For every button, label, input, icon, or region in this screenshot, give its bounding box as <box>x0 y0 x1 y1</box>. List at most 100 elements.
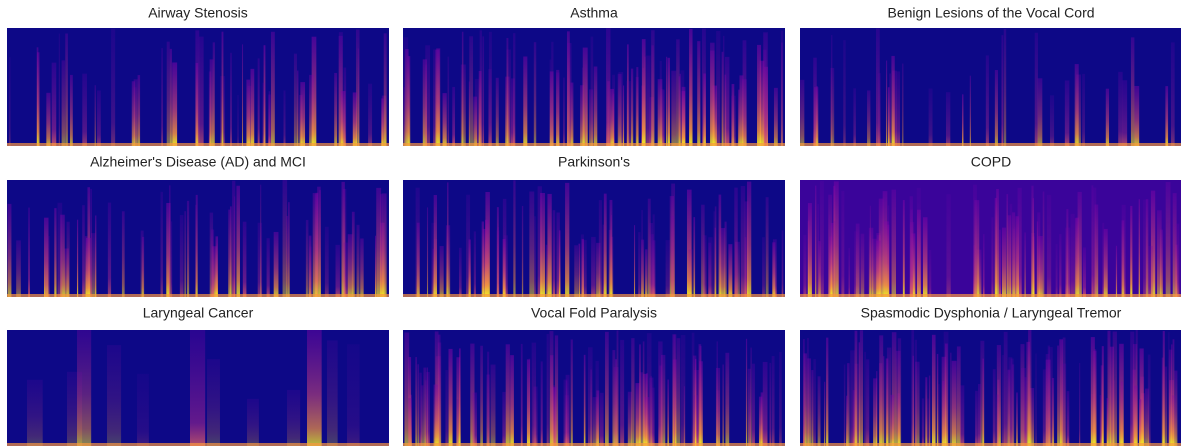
spectrogram-base <box>800 294 1181 297</box>
spectrogram-stripe <box>506 49 511 146</box>
spectrogram-stripe <box>1082 73 1085 146</box>
spectrogram-stripe <box>419 372 422 446</box>
spectrogram-stripe <box>658 341 663 446</box>
spectrogram-stripe <box>503 235 508 297</box>
spectrogram-stripe <box>592 397 598 446</box>
spectrogram-stripe <box>589 89 594 146</box>
spectrogram-stripe <box>1147 354 1151 446</box>
spectrogram-stripe <box>107 202 112 297</box>
spectrogram-stripe <box>769 362 772 446</box>
spectrogram-stripe <box>991 217 994 297</box>
spectrogram-stripe <box>642 341 645 446</box>
spectrogram-stripe <box>746 181 752 297</box>
spectrogram-stripe <box>376 187 382 297</box>
spectrogram-stripe <box>891 55 895 146</box>
spectrogram-stripe <box>833 181 839 297</box>
spectrogram-stripe <box>850 350 856 446</box>
spectrogram-stripe <box>946 194 951 297</box>
spectrogram-stripe <box>641 239 645 297</box>
spectrogram-stripe <box>647 198 651 297</box>
spectrogram-stripe <box>721 51 724 147</box>
spectrogram-base <box>7 143 389 146</box>
panel-title: Benign Lesions of the Vocal Cord <box>887 5 1094 21</box>
spectrogram-stripe <box>985 55 989 146</box>
spectrogram-stripe <box>829 236 833 297</box>
spectrogram-stripe <box>771 356 775 446</box>
spectrogram-stripe <box>242 221 247 297</box>
spectrogram-stripe <box>641 39 646 146</box>
spectrogram-stripe <box>902 200 905 297</box>
spectrogram-stripe <box>596 242 601 297</box>
spectrogram-stripe <box>612 350 616 446</box>
spectrogram-stripe <box>1091 185 1094 297</box>
panel-title: Asthma <box>570 5 618 21</box>
spectrogram-stripe <box>803 234 807 297</box>
spectrogram-stripe <box>824 381 826 446</box>
spectrogram-stripe <box>91 233 96 297</box>
spectrogram-stripe <box>772 242 776 297</box>
spectrogram-stripe <box>580 85 584 146</box>
spectrogram-stripe <box>228 209 231 297</box>
spectrogram-stripe <box>567 42 572 146</box>
spectrogram-stripe <box>85 237 91 297</box>
spectrogram-stripe <box>283 90 286 146</box>
spectrogram-stripe <box>703 73 706 146</box>
panel-title: Spasmodic Dysphonia / Laryngeal Tremor <box>861 305 1122 321</box>
spectrogram-stripe <box>7 203 12 297</box>
spectrogram-stripe <box>983 234 985 297</box>
spectrogram-stripe <box>570 339 573 446</box>
spectrogram-stripe <box>720 228 726 297</box>
spectrogram-stripe <box>1165 182 1171 297</box>
spectrogram-stripe <box>734 187 738 297</box>
spectrogram-stripe <box>347 344 360 446</box>
spectrogram-stripe <box>1074 218 1079 297</box>
spectrogram-stripe <box>896 71 901 146</box>
spectrogram-stripe <box>84 236 88 297</box>
spectrogram-stripe <box>996 394 999 446</box>
spectrogram-stripe <box>563 77 565 146</box>
spectrogram-stripe <box>620 339 625 446</box>
spectrogram-stripe <box>468 81 470 146</box>
spectrogram-stripe <box>232 180 236 297</box>
spectrogram-stripe <box>854 330 858 446</box>
spectrogram-stripe <box>9 57 11 147</box>
spectrogram <box>800 330 1181 446</box>
spectrogram-stripe <box>826 337 829 446</box>
spectrogram-stripe <box>671 70 677 146</box>
spectrogram-stripe <box>811 370 814 446</box>
spectrogram-stripe <box>404 332 410 446</box>
spectrogram-stripe <box>210 229 215 297</box>
spectrogram-stripe <box>166 202 171 297</box>
spectrogram-stripe <box>891 189 896 297</box>
panel-title: Laryngeal Cancer <box>143 305 254 321</box>
spectrogram-stripe <box>1120 381 1123 446</box>
spectrogram-stripe <box>878 73 881 146</box>
spectrogram-stripe <box>680 335 686 446</box>
spectrogram-stripe <box>1008 357 1013 446</box>
spectrogram-stripe <box>433 195 437 297</box>
spectrogram-stripe <box>334 72 338 146</box>
spectrogram-stripe <box>676 39 680 146</box>
spectrogram-stripe <box>1059 339 1064 446</box>
spectrogram-stripe <box>307 330 322 446</box>
spectrogram-stripe <box>657 79 663 146</box>
spectrogram-stripe <box>702 235 707 297</box>
spectrogram-stripe <box>671 215 675 297</box>
spectrogram-stripe <box>1121 220 1125 297</box>
spectrogram-stripe <box>807 358 811 446</box>
spectrogram-stripe <box>1001 227 1007 297</box>
spectrogram-stripe <box>942 380 945 446</box>
spectrogram-stripe <box>1148 245 1153 297</box>
spectrogram-stripe <box>1139 348 1144 446</box>
spectrogram-stripe <box>242 44 244 146</box>
spectrogram-stripe <box>574 245 579 297</box>
spectrogram-stripe <box>945 92 951 146</box>
spectrogram-stripe <box>712 85 717 146</box>
spectrogram-stripe <box>458 348 461 446</box>
spectrogram-stripe <box>1102 222 1105 297</box>
spectrogram-stripe <box>445 225 451 297</box>
spectrogram-stripe <box>815 185 817 297</box>
spectrogram-stripe <box>37 52 40 146</box>
spectrogram-stripe <box>1066 391 1070 446</box>
spectrogram-stripe <box>300 82 306 146</box>
